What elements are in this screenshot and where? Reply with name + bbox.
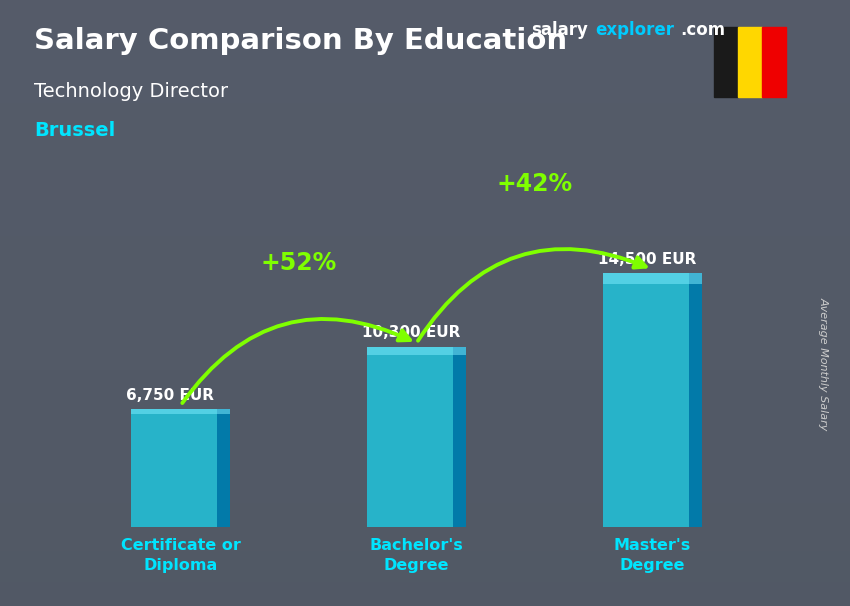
Bar xyxy=(218,409,230,527)
Text: +42%: +42% xyxy=(496,172,572,196)
Bar xyxy=(603,273,702,527)
Bar xyxy=(714,27,738,97)
Bar xyxy=(131,409,230,414)
Bar xyxy=(453,347,466,527)
Bar xyxy=(689,273,702,527)
Bar xyxy=(367,347,466,355)
Text: Technology Director: Technology Director xyxy=(34,82,228,101)
Text: Brussel: Brussel xyxy=(34,121,116,140)
Text: 6,750 EUR: 6,750 EUR xyxy=(126,388,214,402)
Text: explorer: explorer xyxy=(595,21,674,39)
Bar xyxy=(603,273,702,284)
Text: 10,300 EUR: 10,300 EUR xyxy=(362,325,461,341)
Text: salary: salary xyxy=(531,21,588,39)
Text: Average Monthly Salary: Average Monthly Salary xyxy=(819,297,829,430)
Text: Salary Comparison By Education: Salary Comparison By Education xyxy=(34,27,567,55)
Text: 14,500 EUR: 14,500 EUR xyxy=(598,251,696,267)
Bar xyxy=(762,27,786,97)
Text: .com: .com xyxy=(680,21,725,39)
Text: +52%: +52% xyxy=(260,251,337,275)
Bar xyxy=(367,347,466,527)
Bar xyxy=(738,27,762,97)
Bar xyxy=(131,409,230,527)
